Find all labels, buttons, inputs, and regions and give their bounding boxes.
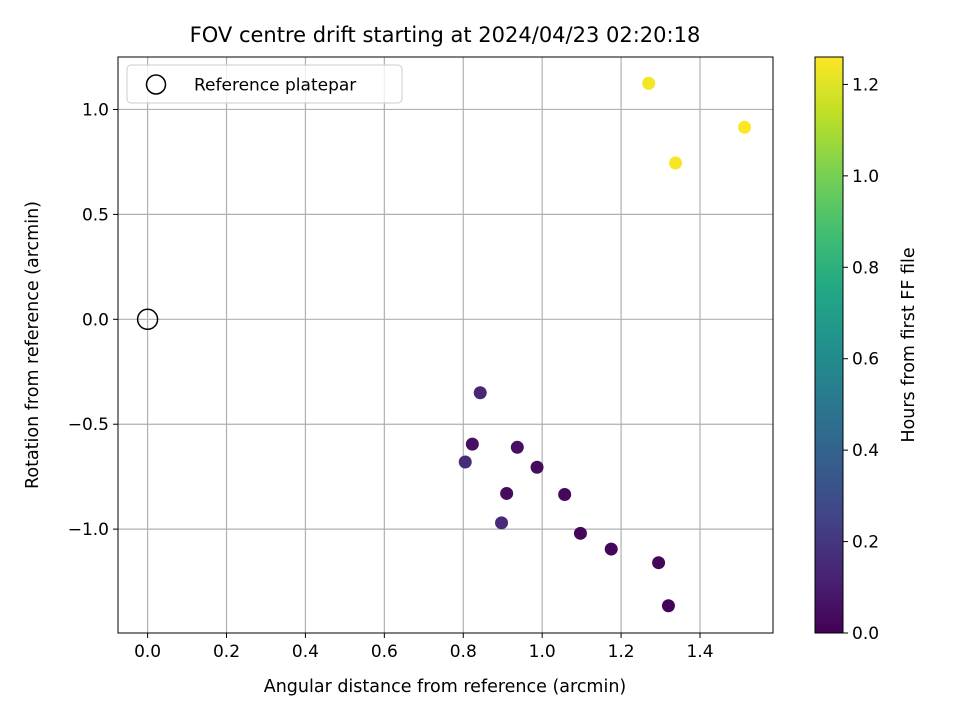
x-tick-label: 0.4 — [292, 642, 319, 662]
grid-lines — [118, 57, 773, 633]
colorbar-ticks: 0.0 0.2 0.4 0.6 0.8 1.0 1.2 — [843, 75, 879, 644]
reference-marker — [136, 308, 159, 331]
data-point — [495, 516, 509, 530]
plot-background — [118, 57, 773, 633]
data-point — [661, 599, 675, 613]
data-point — [458, 455, 472, 469]
x-tick-label: 0.2 — [213, 642, 240, 662]
x-tick-label: 1.2 — [608, 642, 635, 662]
data-point — [573, 526, 587, 540]
data-point — [465, 437, 479, 451]
y-tick-label: 1.0 — [82, 100, 109, 120]
legend: Reference platepar — [126, 64, 403, 104]
data-point — [473, 386, 487, 400]
plot-frame — [117, 56, 774, 634]
y-tick-label: −0.5 — [68, 415, 109, 435]
colorbar-tick-label: 0.0 — [852, 624, 879, 644]
colorbar-tick-label: 0.4 — [852, 441, 879, 461]
colorbar-tick-label: 0.2 — [852, 533, 879, 553]
data-point — [669, 156, 683, 170]
legend-marker — [145, 74, 167, 95]
data-point — [500, 486, 514, 500]
colorbar: 0.0 0.2 0.4 0.6 0.8 1.0 1.2 Hours from first F… — [814, 56, 919, 644]
y-tick-label: 0.5 — [82, 205, 109, 225]
x-tick-label: 0.8 — [450, 642, 477, 662]
data-point — [738, 120, 752, 134]
plot-area — [117, 56, 774, 634]
x-axis-label: Angular distance from reference (arcmin) — [264, 677, 627, 697]
colorbar-label: Hours from first FF file — [899, 247, 919, 442]
data-point — [604, 542, 618, 556]
x-tick-label: 0.6 — [371, 642, 398, 662]
data-point — [558, 488, 572, 502]
data-point — [642, 76, 656, 90]
x-tick-label: 0.0 — [134, 642, 161, 662]
y-axis-label: Rotation from reference (arcmin) — [23, 201, 43, 489]
colorbar-tick-label: 0.6 — [852, 350, 879, 370]
y-axis-ticks: −1.0 −0.5 0.0 0.5 1.0 — [68, 100, 118, 540]
data-point — [510, 440, 524, 454]
x-axis-ticks: 0.0 0.2 0.4 0.6 0.8 1.0 1.2 1.4 — [134, 633, 714, 662]
legend-entry-label: Reference platepar — [194, 76, 356, 96]
data-points — [458, 76, 752, 613]
x-tick-label: 1.0 — [529, 642, 556, 662]
y-tick-label: −1.0 — [68, 520, 109, 540]
data-point — [530, 460, 544, 474]
colorbar-tick-label: 1.0 — [852, 167, 879, 187]
reference-marker-group — [136, 308, 159, 331]
chart-title: FOV centre drift starting at 2024/04/23 … — [190, 23, 701, 47]
legend-box — [126, 64, 403, 104]
data-point — [652, 556, 666, 570]
colorbar-tick-label: 1.2 — [852, 75, 879, 95]
y-tick-label: 0.0 — [82, 310, 109, 330]
colorbar-tick-label: 0.8 — [852, 258, 879, 278]
colorbar-gradient — [814, 56, 844, 634]
x-tick-label: 1.4 — [686, 642, 713, 662]
